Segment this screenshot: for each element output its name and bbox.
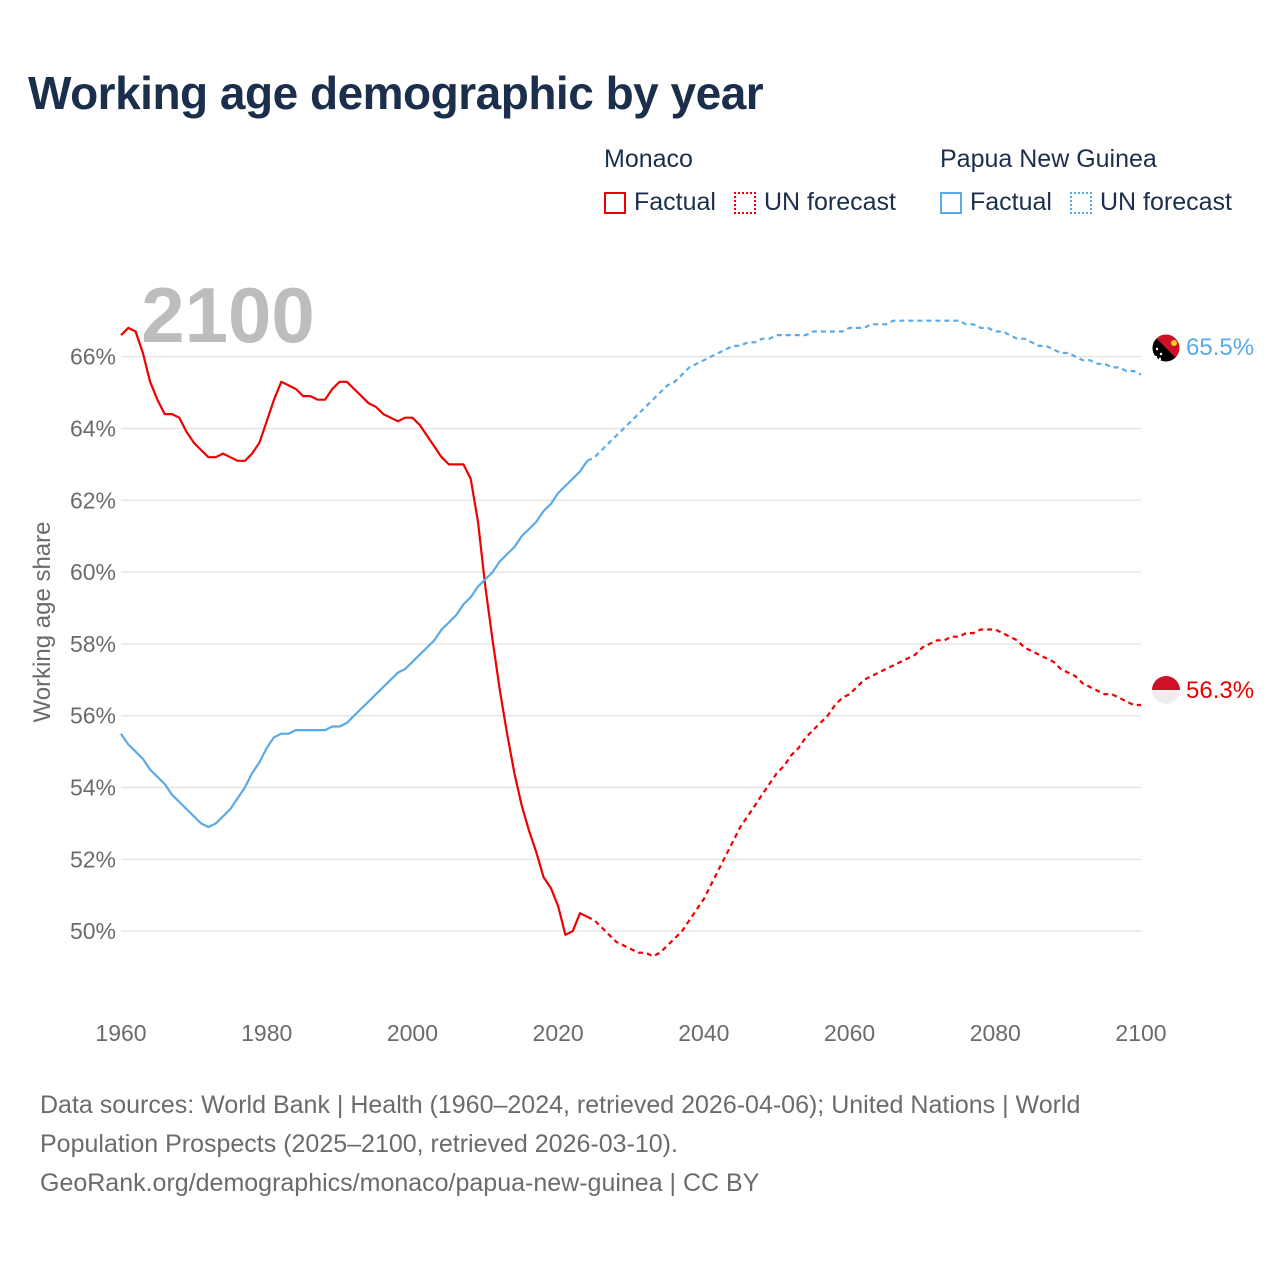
x-tick-label: 1980 [241,1020,292,1046]
chart-footer: Data sources: World Bank | Health (1960–… [40,1086,1220,1203]
legend-group-monaco: Monaco Factual UN forecast [604,145,914,217]
y-tick-label: 66% [70,344,116,370]
legend-label: UN forecast [1099,188,1232,216]
series-lines [120,319,1142,958]
legend-swatch-factual [604,191,626,214]
chart-title: Working age demographic by year [28,67,764,119]
x-tick-label: 2040 [678,1020,729,1046]
attribution-link[interactable]: GeoRank.org/demographics/monaco/papua-ne… [40,1169,760,1197]
x-tick-label: 2000 [387,1020,438,1046]
papua-new-guinea-flag-icon [1151,333,1181,363]
grid-lines [121,355,1141,932]
x-tick-label: 2100 [1115,1020,1166,1046]
line-chart: 2100 50% 52% 54% 56% 58% 60% 62% 64% 66% 1960 198… [29,271,1254,1046]
monaco-flag-icon [1152,676,1180,704]
legend-label: UN forecast [763,188,896,216]
end-label-papua-new-guinea: 65.5% [1186,334,1254,361]
legend-item-monaco-factual[interactable]: Factual [604,188,716,217]
y-axis-ticks: 50% 52% 54% 56% 58% 60% 62% 64% 66% [70,344,116,945]
x-tick-label: 1960 [95,1020,146,1046]
legend-item-monaco-forecast[interactable]: UN forecast [733,188,896,217]
legend-group-name: Papua New Guinea [940,145,1157,173]
legend-swatch-forecast [1069,191,1092,214]
legend-swatch-forecast [733,191,756,214]
y-tick-label: 54% [70,775,116,801]
y-tick-label: 60% [70,559,116,585]
legend-item-png-forecast[interactable]: UN forecast [1069,188,1232,217]
x-tick-label: 2020 [533,1020,584,1046]
y-tick-label: 52% [70,846,116,872]
source-line: Data sources: World Bank | Health (1960–… [40,1091,1081,1119]
x-tick-label: 2080 [970,1020,1021,1046]
source-line: Population Prospects (2025–2100, retriev… [40,1130,678,1158]
x-tick-label: 2060 [824,1020,875,1046]
legend-label: Factual [970,188,1052,216]
y-tick-label: 56% [70,703,116,729]
y-axis-label: Working age share [29,522,56,723]
y-tick-label: 64% [70,415,116,441]
series-line-papua-new-guinea-factual [120,460,589,829]
y-tick-label: 58% [70,631,116,657]
y-tick-label: 50% [70,918,116,944]
legend-group-name: Monaco [604,145,693,173]
legend-group-papua-new-guinea: Papua New Guinea Factual UN forecast [940,145,1250,217]
x-axis-ticks: 1960 1980 2000 2020 2040 2060 2080 2100 [95,1020,1166,1046]
legend-swatch-factual [940,191,962,214]
end-label-monaco: 56.3% [1186,677,1254,704]
series-line-monaco-forecast [586,628,1141,958]
year-watermark: 2100 [141,271,315,359]
series-line-monaco-factual [120,326,588,936]
y-tick-label: 62% [70,487,116,513]
legend-label: Factual [634,188,716,216]
series-line-papua-new-guinea-forecast [586,319,1142,462]
legend-item-png-factual[interactable]: Factual [940,188,1052,217]
